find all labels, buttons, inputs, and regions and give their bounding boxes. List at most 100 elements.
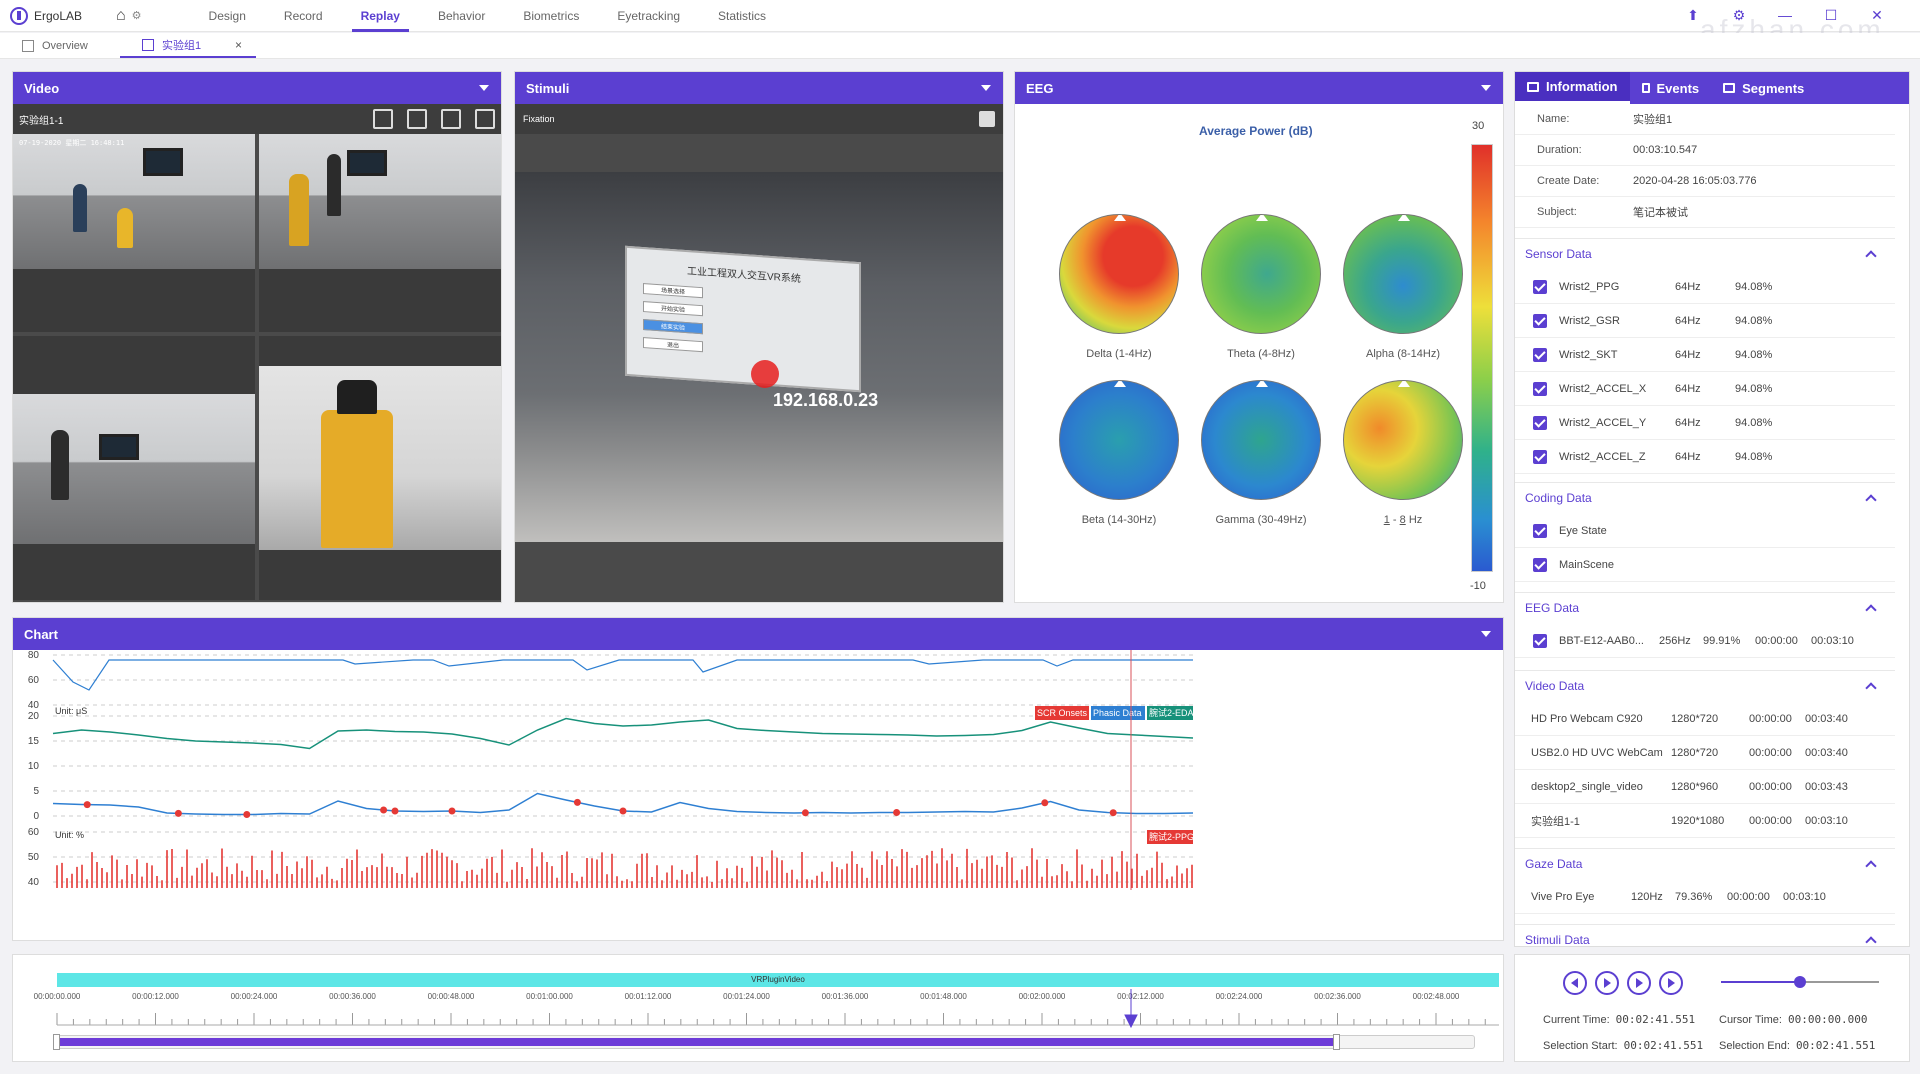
selection-fill (56, 1038, 1338, 1046)
sensor-row[interactable]: Wrist2_ACCEL_X 64Hz 94.08% (1515, 372, 1895, 406)
collapse-icon[interactable] (1865, 249, 1877, 262)
tab-label: Segments (1742, 80, 1805, 96)
gear-icon[interactable]: ⚙ (1732, 7, 1746, 23)
volume-knob[interactable] (1794, 976, 1806, 988)
custom-band-input[interactable]: 1 - 8 Hz (1383, 514, 1423, 526)
tab-close-icon[interactable]: × (234, 38, 242, 52)
close-icon[interactable]: ✕ (1871, 7, 1883, 23)
axis-tick-label: 60 (28, 827, 40, 838)
coding-row[interactable]: Eye State (1515, 514, 1895, 548)
collapse-icon[interactable] (1865, 935, 1877, 946)
video-row[interactable]: USB2.0 HD UVC WebCam 1280*720 00:00:00 00:0… (1515, 736, 1895, 770)
video-cell-2[interactable] (259, 134, 501, 332)
nav-biometrics[interactable]: Biometrics (523, 8, 580, 23)
maximize-icon[interactable]: ☐ (1824, 7, 1838, 23)
chevron-down-icon[interactable] (479, 85, 489, 91)
section-gaze-data[interactable]: Gaze Data (1515, 848, 1895, 878)
layout-single-icon[interactable] (373, 109, 393, 129)
nav-replay[interactable]: Replay (342, 0, 419, 32)
tab-label: Overview (42, 40, 88, 52)
time-ruler[interactable]: 00:00:00.000 00:00:12.000 00:00:24.000 00:0… (13, 989, 1503, 1059)
gaze-row[interactable]: Vive Pro Eye 120Hz 79.36% 00:00:00 00:03:10 (1515, 880, 1895, 914)
chevron-down-icon[interactable] (1481, 85, 1491, 91)
panel-title: Chart (24, 626, 58, 642)
sensor-row[interactable]: Wrist2_ACCEL_Z 64Hz 94.08% (1515, 440, 1895, 474)
layout-grid-icon[interactable] (475, 109, 495, 129)
video-cell-4[interactable] (259, 336, 501, 600)
tab-segments[interactable]: Segments (1711, 72, 1816, 104)
home-icon[interactable]: ⌂ (116, 6, 126, 24)
section-stimuli-data[interactable]: Stimuli Data (1515, 924, 1895, 946)
axis-tick-label: 0 (33, 811, 39, 822)
checkbox[interactable] (1533, 523, 1547, 538)
video-row[interactable]: HD Pro Webcam C920 1280*720 00:00:00 00:03:… (1515, 702, 1895, 736)
selection-scrollbar[interactable] (53, 1034, 1475, 1050)
step-back-button[interactable] (1563, 971, 1587, 995)
collapse-icon[interactable] (1865, 493, 1877, 506)
chevron-down-icon[interactable] (981, 85, 991, 91)
time-tick-label: 00:02:12.000 (1117, 992, 1164, 1001)
sensor-row[interactable]: Wrist2_PPG 64Hz 94.08% (1515, 270, 1895, 304)
tab-experiment[interactable]: 实验组1 × (120, 34, 256, 58)
eda-line (52, 717, 1194, 750)
band-low[interactable]: 1 (1383, 514, 1390, 526)
section-eeg-data[interactable]: EEG Data (1515, 592, 1895, 622)
layout-pip-icon[interactable] (407, 109, 427, 129)
time-tick-label: 00:01:12.000 (625, 992, 672, 1001)
checkbox[interactable] (1533, 633, 1547, 648)
stimuli-panel: Stimuli Fixation 工业工程双人交互VR系统 场景选择 开始实验 … (514, 71, 1004, 603)
settings-small-icon[interactable]: ⚙ (131, 10, 142, 22)
checkbox[interactable] (1533, 381, 1547, 396)
checkbox[interactable] (1533, 279, 1547, 294)
vr-video-track[interactable]: VRPluginVideo (57, 973, 1499, 987)
sensor-row[interactable]: Wrist2_ACCEL_Y 64Hz 94.08% (1515, 406, 1895, 440)
checkbox[interactable] (1533, 449, 1547, 464)
collapse-icon[interactable] (1865, 681, 1877, 694)
sensor-row[interactable]: Wrist2_SKT 64Hz 94.08% (1515, 338, 1895, 372)
layout-switcher (359, 109, 495, 129)
checkbox[interactable] (1533, 313, 1547, 328)
video-cell-3[interactable] (13, 336, 255, 600)
scr-onset-point (243, 811, 251, 818)
selection-end-handle[interactable] (1333, 1034, 1340, 1050)
colorbar-max: 30 (1472, 120, 1485, 132)
sensor-row[interactable]: Wrist2_GSR 64Hz 94.08% (1515, 304, 1895, 338)
video-row[interactable]: 实验组1-1 1920*1080 00:00:00 00:03:10 (1515, 804, 1895, 838)
section-coding-data[interactable]: Coding Data (1515, 482, 1895, 512)
band-high[interactable]: 8 (1399, 514, 1406, 526)
section-video-data[interactable]: Video Data (1515, 670, 1895, 700)
legend-label: Phasic Data (1093, 708, 1142, 718)
collapse-icon[interactable] (1865, 859, 1877, 872)
section-sensor-data[interactable]: Sensor Data (1515, 238, 1895, 268)
tab-events[interactable]: Events (1630, 72, 1712, 104)
selection-start-handle[interactable] (53, 1034, 60, 1050)
video-row[interactable]: desktop2_single_video 1280*960 00:00:00 00:… (1515, 770, 1895, 804)
play-button[interactable] (1595, 971, 1619, 995)
chevron-down-icon[interactable] (1481, 631, 1491, 637)
tab-overview[interactable]: Overview (0, 34, 120, 58)
playhead-marker[interactable] (1124, 989, 1138, 1029)
nav-design[interactable]: Design (208, 8, 246, 23)
overlay-toggle-icon[interactable] (979, 111, 995, 127)
coding-row[interactable]: MainScene (1515, 548, 1895, 582)
checkbox[interactable] (1533, 557, 1547, 572)
collapse-icon[interactable] (1865, 603, 1877, 616)
nav-behavior[interactable]: Behavior (437, 8, 486, 23)
step-forward-button[interactable] (1627, 971, 1651, 995)
loop-toggle-button[interactable] (1659, 971, 1683, 995)
layout-split-icon[interactable] (441, 109, 461, 129)
band-label: Theta (4-8Hz) (1227, 348, 1295, 360)
tab-information[interactable]: Information (1515, 72, 1630, 104)
minimize-icon[interactable]: — (1778, 7, 1792, 23)
upload-icon[interactable]: ⬆ (1687, 7, 1699, 23)
video-cell-1[interactable]: 07-19-2020 星期二 16:48:11 (13, 134, 255, 332)
nav-record[interactable]: Record (283, 8, 323, 23)
checkbox[interactable] (1533, 347, 1547, 362)
eeg-row[interactable]: BBT-E12-AAB0... 256Hz 99.91% 00:00:00 00:03:… (1515, 624, 1895, 658)
checkbox[interactable] (1533, 415, 1547, 430)
nav-eyetracking[interactable]: Eyetracking (617, 8, 681, 23)
nav-statistics[interactable]: Statistics (718, 8, 767, 23)
scr-onset-point (380, 806, 388, 814)
volume-slider[interactable] (1721, 976, 1879, 988)
